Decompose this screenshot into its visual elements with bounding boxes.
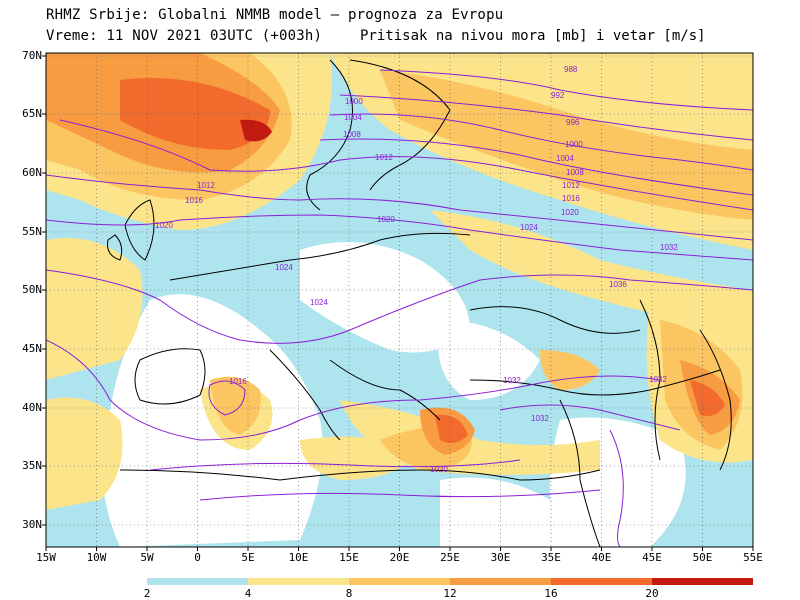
isobar-label: 1012 <box>375 153 393 162</box>
isobar-label: 996 <box>566 118 580 127</box>
colorbar-swatch <box>349 578 450 585</box>
colorbar-swatch <box>248 578 349 585</box>
lon-label: 15W <box>36 551 56 564</box>
colorbar-swatch <box>551 578 652 585</box>
colorbar-label: 20 <box>645 587 659 600</box>
isobar-labels: 988 992 996 1000 1000 1004 1004 1008 100… <box>155 65 678 474</box>
colorbar-label: 2 <box>143 587 151 600</box>
lat-label: 60N <box>22 166 42 179</box>
isobar-label: 1020 <box>155 221 173 230</box>
map-title: RHMZ Srbije: Globalni NMMB model — progn… <box>46 7 504 23</box>
lat-label: 35N <box>22 459 42 472</box>
isobar-label: 992 <box>551 91 565 100</box>
wind-shading <box>46 53 753 547</box>
isobar-label: 1016 <box>185 196 203 205</box>
isobar-label: 1032 <box>503 376 521 385</box>
lon-label: 10W <box>86 551 107 564</box>
colorbar-label: 4 <box>244 587 252 600</box>
colorbar-label: 12 <box>443 587 457 600</box>
colorbar-swatch <box>147 578 248 585</box>
isobar-label: 1032 <box>660 243 678 252</box>
coastlines <box>107 59 732 547</box>
lat-label: 70N <box>22 49 42 62</box>
axis-ticks <box>42 55 754 551</box>
colorbar-swatch <box>450 578 551 585</box>
field-description: Pritisak na nivou mora [mb] i vetar [m/s… <box>360 28 706 44</box>
lon-label: 30E <box>490 551 511 564</box>
isobar-label: 1000 <box>345 97 363 106</box>
isobar-label: 1032 <box>649 375 667 384</box>
isobar-label: 1032 <box>531 414 549 423</box>
isobar-label: 1016 <box>562 194 580 203</box>
lon-label: 25E <box>440 551 460 564</box>
isobar-label: 1024 <box>310 298 328 307</box>
isobar-label: 1036 <box>609 280 627 289</box>
lat-label: 45N <box>22 342 42 355</box>
isobar-label: 1004 <box>556 154 574 163</box>
lat-label: 30N <box>22 518 42 531</box>
lon-label: 35E <box>541 551 561 564</box>
isobar-label: 1024 <box>275 263 293 272</box>
isobar-label: 1008 <box>566 168 584 177</box>
isobar-label: 1020 <box>430 465 448 474</box>
lon-label: 0 <box>194 551 201 564</box>
isobar-label: 1012 <box>197 181 215 190</box>
lon-label: 20E <box>389 551 410 564</box>
lat-label: 65N <box>22 107 42 120</box>
colorbar-label: 8 <box>345 587 353 600</box>
lon-label: 10E <box>288 551 309 564</box>
isobar-label: 988 <box>564 65 578 74</box>
isobar-label: 1004 <box>344 113 362 122</box>
isobar-lines <box>46 69 753 547</box>
isobar-label: 1008 <box>343 130 361 139</box>
lon-label: 15E <box>339 551 359 564</box>
lon-label: 5E <box>241 551 255 564</box>
lat-label: 40N <box>22 401 42 414</box>
lon-label: 5W <box>140 551 154 564</box>
isobar-label: 1012 <box>562 181 580 190</box>
valid-time: Vreme: 11 NOV 2021 03UTC (+003h) <box>46 28 323 44</box>
lon-label: 50E <box>692 551 713 564</box>
colorbar <box>147 578 753 585</box>
isobar-label: 1016 <box>229 377 247 386</box>
isobar-label: 1020 <box>377 215 395 224</box>
lat-label: 55N <box>22 225 42 238</box>
isobar-label: 1000 <box>565 140 583 149</box>
lon-label: 55E <box>743 551 763 564</box>
lon-label: 45E <box>642 551 662 564</box>
lon-label: 40E <box>591 551 612 564</box>
isobar-label: 1024 <box>520 223 538 232</box>
isobar-label: 1020 <box>561 208 579 217</box>
colorbar-swatch <box>652 578 753 585</box>
colorbar-label: 16 <box>544 587 558 600</box>
lat-label: 50N <box>22 283 42 296</box>
